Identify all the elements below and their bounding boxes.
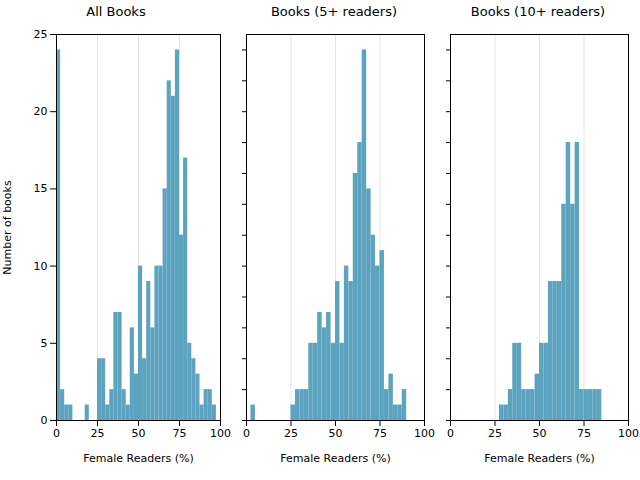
svg-text:50: 50 — [132, 427, 146, 440]
svg-text:Female Readers (%): Female Readers (%) — [83, 452, 193, 465]
svg-text:25: 25 — [284, 427, 298, 440]
html-text:All Books: All Books — [86, 4, 146, 19]
html-text:Books (5+ readers): Books (5+ readers) — [271, 4, 397, 19]
svg-text:10: 10 — [34, 260, 48, 273]
svg-text:25: 25 — [34, 28, 48, 41]
svg-text:0: 0 — [53, 427, 60, 440]
svg-text:Number of books: Number of books — [1, 180, 14, 275]
svg-text:0: 0 — [447, 427, 454, 440]
svg-text:25: 25 — [91, 427, 105, 440]
svg-text:15: 15 — [34, 182, 48, 195]
svg-text:75: 75 — [577, 427, 591, 440]
html-text:Books (10+ readers): Books (10+ readers) — [470, 4, 606, 19]
svg-text:75: 75 — [173, 427, 187, 440]
svg-text:100: 100 — [414, 427, 435, 440]
svg-text:100: 100 — [618, 427, 639, 440]
svg-text:100: 100 — [210, 427, 231, 440]
svg-text:25: 25 — [488, 427, 502, 440]
svg-text:50: 50 — [533, 427, 547, 440]
svg-text:0: 0 — [243, 427, 250, 440]
svg-text:0: 0 — [41, 414, 48, 427]
svg-text:Female Readers (%): Female Readers (%) — [484, 452, 594, 465]
svg-text:5: 5 — [41, 337, 48, 350]
svg-text:50: 50 — [329, 427, 343, 440]
svg-text:Female Readers (%): Female Readers (%) — [280, 452, 390, 465]
svg-text:20: 20 — [34, 105, 48, 118]
svg-text:75: 75 — [373, 427, 387, 440]
